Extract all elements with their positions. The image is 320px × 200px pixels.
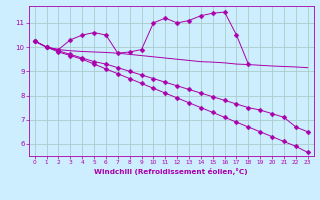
X-axis label: Windchill (Refroidissement éolien,°C): Windchill (Refroidissement éolien,°C) bbox=[94, 168, 248, 175]
